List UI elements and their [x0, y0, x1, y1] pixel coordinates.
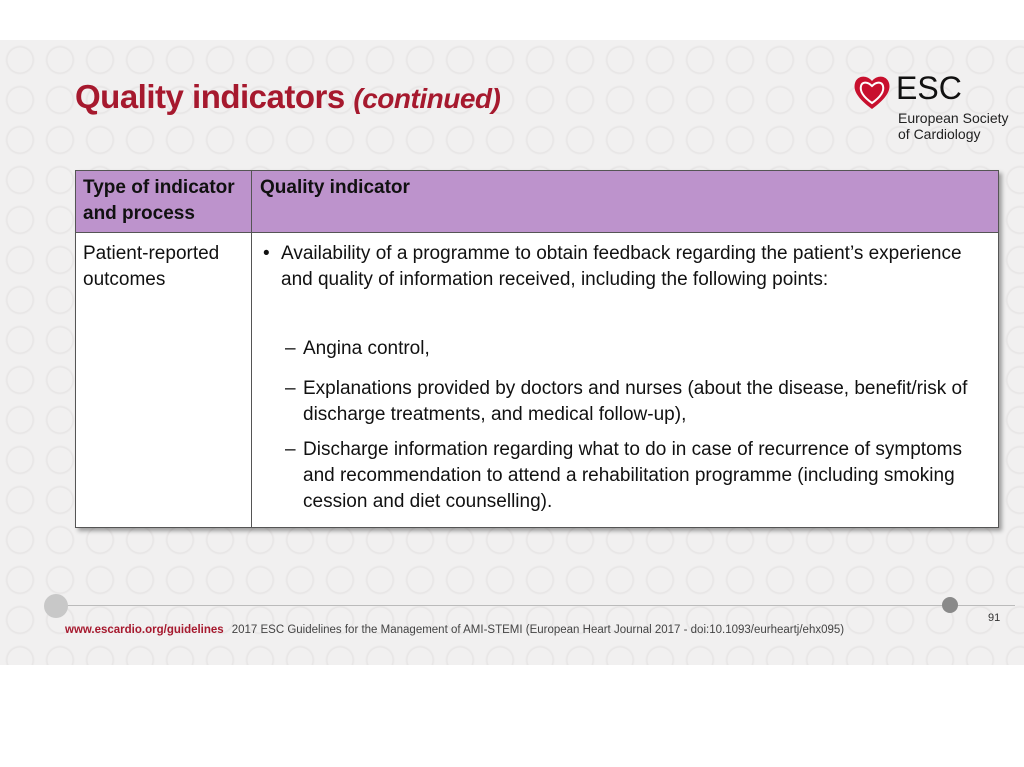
- heart-logo-icon: [854, 76, 890, 109]
- page-number: 91: [988, 612, 1001, 624]
- logo-name: ESC: [896, 70, 962, 106]
- header-type: Type of indicator and process: [83, 177, 235, 224]
- esc-logo: ESC European Society of Cardiology: [852, 70, 1012, 145]
- decorative-dot: [44, 594, 68, 618]
- decorative-dot: [942, 597, 958, 613]
- footer: www.escardio.org/guidelines 2017 ESC Guid…: [65, 624, 844, 636]
- slide-title: Quality indicators (continued): [75, 78, 501, 115]
- footer-divider: [55, 605, 1015, 606]
- header-quality-indicator: Quality indicator: [260, 177, 410, 198]
- quality-indicators-table: Type of indicator and process Quality in…: [75, 170, 999, 528]
- footer-url[interactable]: www.escardio.org/guidelines: [65, 624, 224, 636]
- sub-item: – Discharge information regarding what to…: [285, 439, 962, 512]
- bullet-item: • Availability of a programme to obtain f…: [263, 243, 962, 290]
- column-divider: [251, 171, 252, 527]
- logo-subtitle: European Society of Cardiology: [898, 110, 1009, 142]
- footer-citation: 2017 ESC Guidelines for the Management o…: [231, 624, 845, 636]
- row-type: Patient-reported outcomes: [83, 243, 220, 290]
- sub-item: – Angina control,: [285, 338, 430, 359]
- sub-item: – Explanations provided by doctors and nu…: [285, 378, 968, 425]
- table-header: Type of indicator and process Quality in…: [76, 171, 998, 233]
